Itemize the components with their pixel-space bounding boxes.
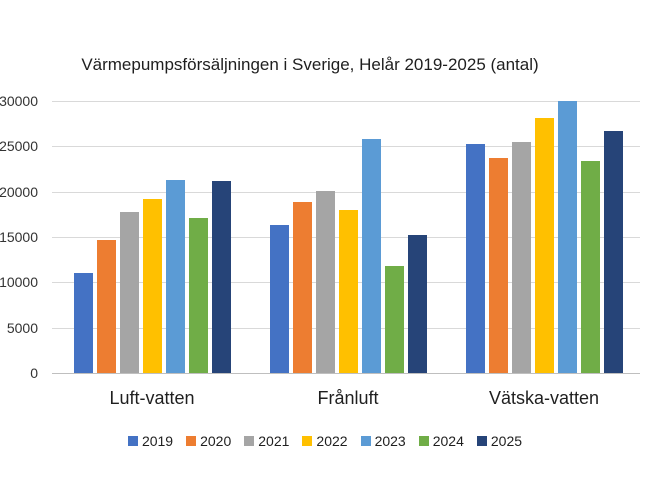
legend-swatch-icon [476, 436, 487, 446]
legend-item-2022: 2022 [302, 433, 348, 449]
bar-2023-category-1 [166, 180, 185, 373]
y-tick-label: 20000 [0, 184, 38, 200]
legend-item-2024: 2024 [418, 433, 464, 449]
bar-2021-category-1 [120, 212, 139, 373]
category-label: Vätska-vatten [488, 388, 600, 408]
y-tick-label: 25000 [0, 138, 38, 154]
y-tick-label: 30000 [0, 93, 38, 109]
bar-2025-category-2 [408, 235, 427, 373]
legend-swatch-icon [418, 436, 429, 446]
legend-item-2019: 2019 [127, 433, 174, 449]
gridline [52, 146, 640, 147]
bar-2021-category-3 [512, 142, 531, 373]
y-tick-label: 15000 [0, 229, 38, 245]
bar-2023-category-2 [362, 139, 381, 373]
legend-label: 2023 [374, 433, 406, 449]
legend-item-2025: 2025 [476, 433, 523, 449]
y-tick-label: 10000 [0, 274, 38, 290]
bar-2019-category-1 [74, 273, 93, 373]
legend-swatch-icon [127, 436, 138, 446]
legend-label: 2020 [200, 433, 232, 449]
x-axis-line [52, 373, 640, 374]
legend-label: 2021 [258, 433, 290, 449]
gridline [52, 101, 640, 102]
plot-area: 0 5000 10000 15000 20000 25000 30000 [0, 93, 640, 381]
y-tick-label: 5000 [6, 320, 38, 336]
bar-2024-category-1 [189, 218, 208, 373]
legend-swatch-icon [360, 436, 371, 446]
bar-2023-category-3 [558, 101, 577, 373]
legend-label: 2019 [141, 433, 174, 449]
legend: 2019 2020 2021 2022 2023 2024 2025 [0, 433, 650, 449]
bar-2020-category-3 [489, 158, 508, 373]
bar-2022-category-3 [535, 118, 554, 373]
legend-swatch-icon [244, 436, 255, 446]
legend-item-2020: 2020 [186, 433, 231, 449]
bar-2019-category-3 [466, 144, 485, 373]
bar-2024-category-2 [385, 266, 404, 373]
bar-2020-category-2 [293, 202, 312, 373]
bar-2025-category-1 [212, 181, 231, 373]
category-label: Luft-vatten [109, 388, 195, 408]
bar-2022-category-1 [143, 199, 162, 373]
bar-2024-category-3 [581, 161, 600, 373]
category-label: Frånluft [317, 388, 379, 408]
gridline [52, 192, 640, 193]
legend-label: 2022 [316, 433, 348, 449]
bar-2021-category-2 [316, 191, 335, 373]
chart-title: Värmepumpsförsäljningen i Sverige, Helår… [81, 55, 539, 74]
legend-swatch-icon [302, 436, 313, 446]
legend-swatch-icon [186, 436, 197, 446]
bar-2022-category-2 [339, 210, 358, 373]
legend-label: 2024 [432, 433, 464, 449]
bar-2019-category-2 [270, 225, 289, 373]
legend-item-2021: 2021 [244, 433, 289, 449]
legend-label: 2025 [490, 433, 523, 449]
bar-2020-category-1 [97, 240, 116, 373]
legend-item-2023: 2023 [360, 433, 406, 449]
bar-2025-category-3 [604, 131, 623, 373]
y-tick-label: 0 [30, 365, 38, 381]
